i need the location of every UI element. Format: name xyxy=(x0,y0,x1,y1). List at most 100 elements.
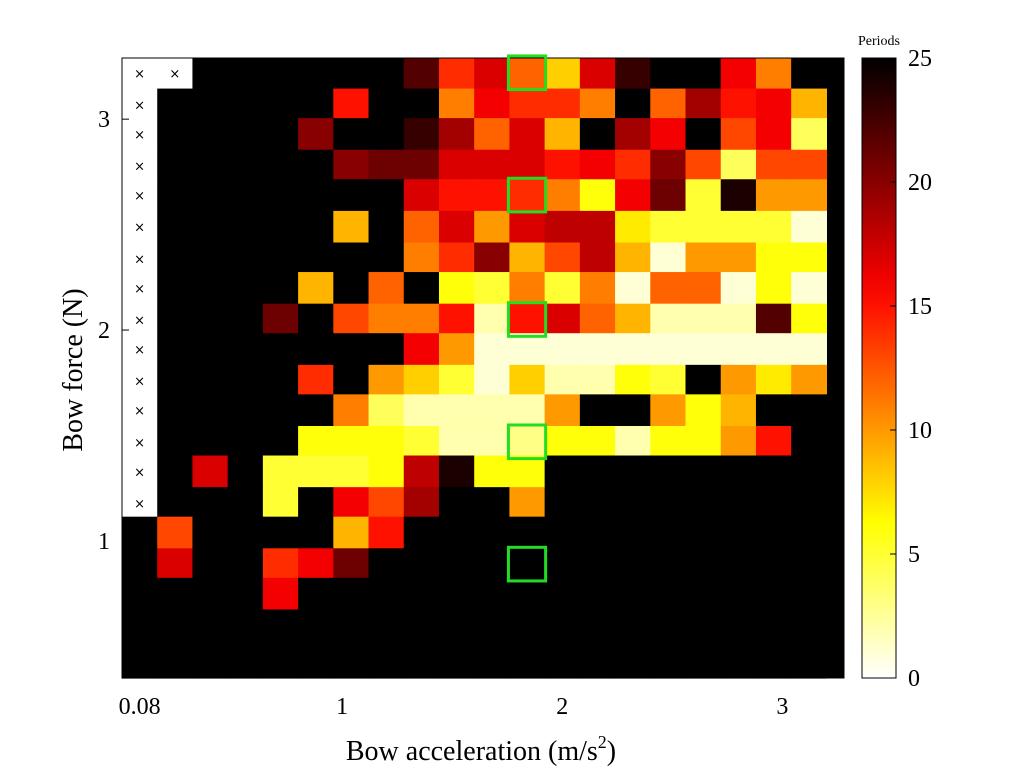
heatmap-cell xyxy=(650,548,687,581)
heatmap-cell xyxy=(650,88,687,121)
heatmap-cell xyxy=(438,394,475,427)
heatmap-cell xyxy=(755,487,792,520)
heatmap-cell xyxy=(474,149,511,182)
heatmap-cell xyxy=(720,242,757,275)
heatmap-cell xyxy=(403,364,440,398)
heatmap-cell xyxy=(192,210,229,244)
heatmap-cell xyxy=(544,548,581,581)
colorbar-ticks: 0 5 10 15 20 25 xyxy=(890,46,932,692)
heatmap-cell xyxy=(579,577,616,611)
heatmap-cell xyxy=(615,242,651,275)
heatmap-cell xyxy=(791,364,827,398)
heatmap-cell xyxy=(650,272,687,305)
heatmap-cell xyxy=(192,88,229,121)
heatmap-cell xyxy=(333,88,370,121)
heatmap-cell xyxy=(509,487,546,520)
heatmap-cell xyxy=(650,242,687,275)
y-axis: 1 2 3 xyxy=(98,107,129,555)
heatmap-cell xyxy=(157,364,194,398)
heatmap-cell xyxy=(368,394,405,427)
heatmap-cell xyxy=(438,333,475,366)
heatmap-cell xyxy=(685,548,722,581)
heatmap-cell xyxy=(579,149,616,182)
plot-area: × × × × × × × × × × × × × × × × xyxy=(121,54,845,679)
heatmap-cell xyxy=(333,638,370,672)
heatmap-cell xyxy=(298,425,334,459)
heatmap-cell xyxy=(403,609,440,642)
heatmap-cell xyxy=(544,425,581,459)
heatmap-cell xyxy=(791,394,827,427)
heatmap-cell xyxy=(438,487,475,520)
heatmap-cell xyxy=(157,88,194,121)
heatmap-cell xyxy=(333,455,370,488)
heatmap-cell xyxy=(368,210,405,244)
heatmap-cell xyxy=(192,516,229,549)
heatmap-cell xyxy=(192,609,229,642)
heatmap-cell xyxy=(262,577,299,611)
heatmap-cell xyxy=(791,242,827,275)
heatmap-cell xyxy=(298,455,334,488)
heatmap-cell xyxy=(333,670,370,679)
heatmap-cell xyxy=(227,272,264,305)
heatmap-cell xyxy=(615,577,651,611)
heatmap-cell xyxy=(438,242,475,275)
empty-cell xyxy=(157,58,194,90)
heatmap-cell xyxy=(509,303,546,336)
heatmap-cell xyxy=(368,516,405,549)
heatmap-cell xyxy=(544,609,581,642)
heatmap-cell xyxy=(791,455,827,488)
y-tick-label: 3 xyxy=(98,107,110,133)
heatmap-cell xyxy=(333,394,370,427)
heatmap-cell xyxy=(509,242,546,275)
heatmap-cell xyxy=(579,179,616,212)
heatmap-cell xyxy=(791,149,827,182)
heatmap-cell xyxy=(720,577,757,611)
heatmap-cell xyxy=(685,455,722,488)
heatmap-cell xyxy=(509,516,546,549)
heatmap-cell xyxy=(192,638,229,672)
heatmap-cell xyxy=(403,58,440,90)
heatmap-cell xyxy=(720,333,757,366)
heatmap-cell xyxy=(227,455,264,488)
heatmap-cell xyxy=(262,548,299,581)
heatmap-cell xyxy=(368,364,405,398)
heatmap-cell xyxy=(474,670,511,679)
heatmap-cell xyxy=(192,364,229,398)
missing-marker: × xyxy=(134,221,145,236)
heatmap-cell xyxy=(544,179,581,212)
heatmap-cell xyxy=(227,210,264,244)
colorbar-tick-label: 5 xyxy=(908,542,920,568)
heatmap-cell xyxy=(438,118,475,151)
missing-marker: × xyxy=(134,252,145,267)
heatmap-cell xyxy=(615,333,651,366)
heatmap-cell xyxy=(122,548,158,581)
heatmap-cell xyxy=(755,638,792,672)
heatmap-cell xyxy=(474,303,511,336)
heatmap-cell xyxy=(157,638,194,672)
heatmap-cell xyxy=(262,516,299,549)
heatmap-cell xyxy=(157,577,194,611)
heatmap-cell xyxy=(403,88,440,121)
heatmap-cell xyxy=(227,516,264,549)
missing-marker: × xyxy=(134,160,145,175)
heatmap-cell xyxy=(403,272,440,305)
heatmap-cell xyxy=(333,210,370,244)
heatmap-cell xyxy=(685,670,722,679)
heatmap-cell xyxy=(438,179,475,212)
heatmap-cell xyxy=(368,242,405,275)
heatmap-cell xyxy=(579,210,616,244)
heatmap-cell xyxy=(509,58,546,90)
heatmap-cell xyxy=(579,638,616,672)
heatmap-cell xyxy=(368,548,405,581)
heatmap-cell xyxy=(544,210,581,244)
heatmap-cell xyxy=(227,118,264,151)
heatmap-cell xyxy=(650,638,687,672)
heatmap-cell xyxy=(298,303,334,336)
heatmap-cell xyxy=(157,210,194,244)
heatmap-cell xyxy=(685,303,722,336)
heatmap-cell xyxy=(262,487,299,520)
heatmap-cell xyxy=(157,487,194,520)
heatmap-cell xyxy=(157,609,194,642)
colorbar-title: Periods xyxy=(858,34,900,49)
heatmap-cell xyxy=(544,455,581,488)
